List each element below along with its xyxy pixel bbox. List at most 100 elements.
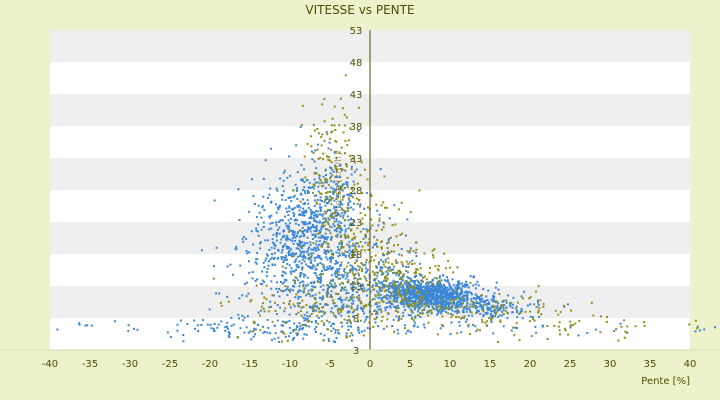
- data-point-series-1: [289, 331, 292, 334]
- data-point-series-1: [359, 203, 362, 206]
- data-point-series-2: [313, 265, 316, 268]
- data-point-series-1: [271, 264, 274, 267]
- data-point-series-2: [400, 276, 403, 279]
- data-point-series-1: [344, 228, 347, 231]
- data-point-series-2: [426, 281, 429, 284]
- data-point-series-2: [323, 98, 326, 101]
- data-point-series-2: [345, 165, 348, 168]
- data-point-series-1: [389, 297, 392, 300]
- data-point-series-1: [396, 294, 399, 297]
- data-point-series-2: [334, 292, 337, 295]
- data-point-series-1: [417, 280, 419, 283]
- data-point-series-1: [493, 311, 496, 314]
- data-point-series-1: [353, 244, 356, 247]
- data-point-series-1: [460, 289, 463, 292]
- data-point-series-1: [435, 299, 438, 302]
- data-point-series-1: [334, 214, 337, 217]
- data-point-series-1: [382, 260, 385, 263]
- data-point-series-1: [245, 295, 248, 298]
- data-point-series-1: [386, 285, 389, 288]
- data-point-series-1: [340, 306, 343, 309]
- data-point-series-1: [447, 304, 450, 307]
- data-point-series-1: [336, 245, 339, 248]
- x-tick-label: -30: [122, 359, 138, 370]
- data-point-series-1: [470, 291, 473, 294]
- data-point-series-2: [539, 299, 542, 302]
- data-point-series-1: [334, 329, 337, 332]
- data-point-series-1: [466, 283, 469, 286]
- data-point-series-1: [337, 261, 340, 264]
- data-point-series-2: [416, 314, 419, 317]
- data-point-series-1: [273, 324, 276, 327]
- data-point-series-1: [440, 296, 443, 299]
- data-point-series-2: [352, 310, 355, 313]
- data-point-series-1: [329, 166, 332, 169]
- data-point-series-2: [321, 185, 323, 188]
- data-point-series-2: [302, 285, 305, 288]
- data-point-series-2: [212, 277, 215, 280]
- data-point-series-1: [428, 281, 431, 284]
- data-point-series-1: [273, 242, 276, 245]
- data-point-series-1: [306, 317, 309, 320]
- data-point-series-2: [419, 298, 422, 301]
- data-point-series-1: [268, 228, 271, 231]
- data-point-series-1: [393, 295, 396, 298]
- data-point-series-1: [293, 206, 296, 209]
- data-point-series-2: [338, 277, 341, 280]
- data-point-series-1: [337, 248, 340, 251]
- data-point-series-2: [440, 298, 443, 301]
- data-point-series-1: [448, 296, 451, 299]
- data-point-series-2: [340, 311, 342, 314]
- data-point-series-2: [456, 332, 459, 335]
- data-point-series-1: [297, 231, 299, 234]
- y-tick-label: 33: [350, 154, 363, 165]
- data-point-series-1: [338, 268, 341, 271]
- data-point-series-1: [374, 321, 377, 324]
- data-point-series-2: [414, 272, 417, 275]
- data-point-series-1: [330, 226, 333, 229]
- data-point-series-1: [293, 253, 296, 256]
- data-point-series-1: [318, 240, 321, 243]
- data-point-series-2: [476, 328, 479, 331]
- data-point-series-2: [398, 293, 401, 295]
- data-point-series-1: [406, 275, 409, 278]
- data-point-series-1: [437, 287, 440, 290]
- data-point-series-2: [361, 192, 364, 195]
- data-point-series-1: [436, 280, 439, 283]
- data-point-series-2: [384, 277, 387, 280]
- data-point-series-1: [226, 295, 229, 298]
- data-point-series-1: [493, 300, 495, 303]
- data-point-series-2: [383, 222, 386, 225]
- data-point-series-1: [365, 191, 368, 194]
- data-point-series-2: [420, 280, 423, 283]
- data-point-series-2: [463, 306, 466, 308]
- data-point-series-1: [319, 199, 322, 202]
- data-point-series-2: [352, 296, 355, 299]
- data-point-series-2: [347, 197, 350, 200]
- data-point-series-1: [329, 172, 332, 175]
- data-point-series-2: [375, 277, 378, 280]
- data-point-series-1: [519, 310, 522, 313]
- data-point-series-1: [376, 274, 379, 277]
- data-point-series-1: [443, 293, 446, 296]
- data-point-series-1: [273, 337, 276, 340]
- data-point-series-1: [268, 193, 271, 196]
- data-point-series-1: [293, 285, 296, 288]
- data-point-series-1: [541, 324, 544, 327]
- data-point-series-1: [440, 312, 443, 315]
- data-point-series-1: [432, 297, 434, 300]
- data-point-series-1: [324, 204, 327, 207]
- x-tick-label: 35: [644, 359, 657, 370]
- data-point-series-2: [418, 301, 420, 304]
- data-point-series-1: [286, 236, 289, 239]
- data-point-series-2: [409, 211, 412, 214]
- data-point-series-1: [298, 281, 301, 284]
- data-point-series-2: [263, 310, 266, 313]
- data-point-series-1: [176, 323, 179, 326]
- data-point-series-1: [313, 218, 316, 221]
- data-point-series-2: [375, 271, 378, 274]
- data-point-series-2: [394, 284, 396, 287]
- data-point-series-1: [405, 285, 408, 287]
- data-point-series-1: [297, 255, 299, 258]
- data-point-series-1: [268, 260, 270, 263]
